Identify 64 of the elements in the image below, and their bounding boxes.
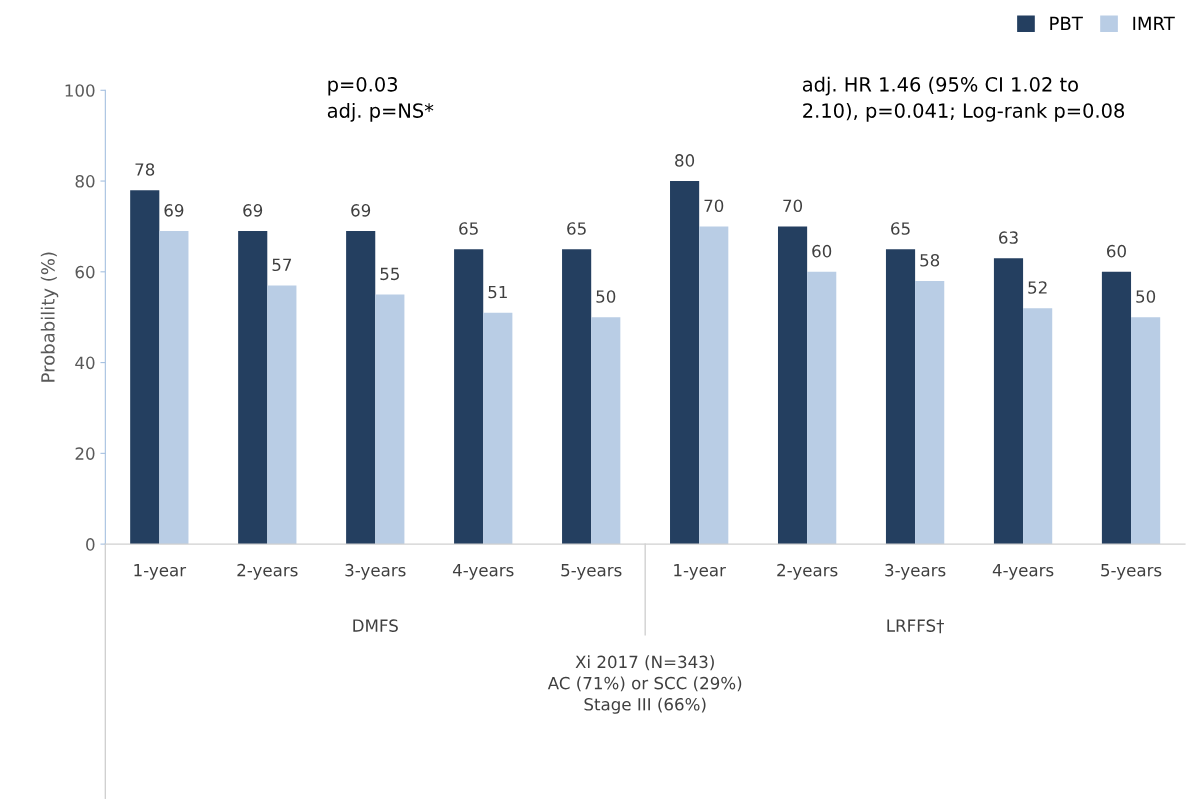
bar <box>1023 308 1053 545</box>
data-label: 69 <box>164 204 184 217</box>
x-tick-label: 5-years <box>1101 564 1162 580</box>
data-label: 78 <box>135 163 155 176</box>
y-tick-label: 20 <box>75 447 95 460</box>
legend-label: PBT <box>1050 16 1083 30</box>
bar <box>1131 317 1161 545</box>
data-label: 65 <box>891 222 910 235</box>
data-label: 52 <box>1028 281 1047 294</box>
data-label: 58 <box>920 253 940 267</box>
y-tick-label: 60 <box>75 265 95 279</box>
bar <box>238 230 268 545</box>
bar <box>267 285 297 545</box>
bar <box>159 230 189 545</box>
annotation: adj. HR 1.46 (95% CI 1.02 to 2.10), p=0.041; Log-rank p=0.08 <box>802 76 1125 122</box>
data-label: 80 <box>675 154 695 167</box>
data-label: 51 <box>488 285 507 299</box>
data-label: 60 <box>812 244 832 258</box>
bar <box>1101 271 1132 545</box>
x-tick-label: 3-years <box>885 563 946 580</box>
bar <box>562 249 592 545</box>
bar <box>699 226 729 545</box>
bar <box>915 280 945 545</box>
text: Xi 2017 (N=343) AC (71%) or SCC (29%) Stage III (66%) <box>547 655 742 714</box>
y-axis-title: Probability (%) <box>40 252 59 382</box>
bar <box>375 294 405 545</box>
bar <box>346 230 376 545</box>
data-label: 70 <box>704 199 724 213</box>
x-tick-label: 3-years <box>345 563 406 580</box>
x-tick-label: 1-year <box>134 564 187 580</box>
text: DMFS <box>353 619 398 632</box>
bar <box>130 190 160 545</box>
y-tick-label: 40 <box>75 356 95 370</box>
bar <box>483 312 513 545</box>
x-tick-label: 5-years <box>561 564 622 580</box>
bar <box>454 249 484 545</box>
data-label: 65 <box>567 222 586 235</box>
data-label: 63 <box>999 231 1018 244</box>
bar <box>885 249 916 545</box>
bar <box>591 317 621 545</box>
data-label: 50 <box>596 290 616 303</box>
x-tick-label: 2-years <box>777 563 838 580</box>
data-label: 57 <box>272 258 292 272</box>
annotation: p=0.03 adj. p=NS* <box>327 77 434 122</box>
x-tick-label: 1-year <box>674 564 726 580</box>
data-label: 69 <box>243 204 263 217</box>
data-label: 60 <box>1107 244 1126 258</box>
text: LRFFS† <box>887 619 944 634</box>
data-label: 70 <box>783 199 803 213</box>
data-label: 50 <box>1136 290 1156 303</box>
x-tick-label: 4-years <box>992 564 1054 580</box>
bar <box>777 226 808 545</box>
data-label: 55 <box>380 267 399 281</box>
legend-label: IMRT <box>1133 16 1175 30</box>
y-tick-label: 80 <box>75 175 95 188</box>
x-tick-label: 2-years <box>237 563 298 580</box>
data-label: 65 <box>459 222 478 235</box>
y-tick-label: 100 <box>65 84 95 97</box>
data-label: 69 <box>351 204 371 217</box>
bar <box>993 258 1024 545</box>
bar <box>807 271 837 545</box>
y-tick-label: 0 <box>86 538 95 551</box>
x-tick-label: 4-years <box>452 564 514 580</box>
bar <box>670 181 700 545</box>
